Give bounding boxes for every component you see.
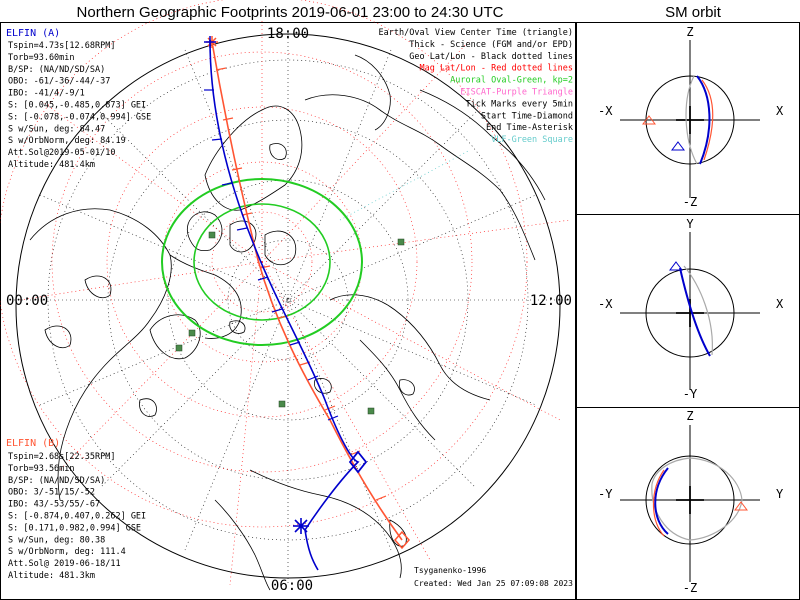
elfin-a-info-line: S w/Sun, deg: 84.47 [8,124,105,134]
orbit-xy-right: X [776,297,784,311]
elfin-a-info-line: OBO: -61/-36/-44/-37 [8,77,110,87]
elfin-a-end-asterisk [293,518,309,534]
elfin-a-title: ELFIN (A) [6,28,60,39]
elfin-b-info-line: S w/Sun, deg: 80.38 [8,535,105,545]
orbit-panel-xy: Y -Y -X X [598,217,784,401]
vlf-square [208,231,216,239]
map-label-bottom: 06:00 [271,578,313,594]
created-label: Created: Wed Jan 25 07:09:08 2023 [414,579,573,588]
orbit-b [653,469,665,537]
orbit-panel-yz: Z -Z -Y Y [598,409,784,595]
elfin-a-info-line: S w/OrbNorm, deg: 84.19 [8,136,126,146]
legend-item: VLF-Green Square [491,135,573,145]
orbit-a [696,75,711,165]
map-label-top: 18:00 [267,26,309,42]
vlf-square [175,344,183,352]
orbit-panel-xz-frame [576,22,800,215]
elfin-b-track [211,41,403,541]
orbit-a [679,267,711,357]
elfin-b-title: ELFIN (B) [6,438,60,449]
geo-longitude-grid [10,30,570,585]
elfin-b-info: ELFIN (B) Tspin=2.68s[22.35RPM] Torb=93.5… [6,438,146,581]
elfin-b-info-line: Altitude: 481.3km [8,571,95,581]
elfin-a-info-line: Altitude: 481.4km [8,160,95,170]
elfin-b-info-line: B/SP: (NA/ND/SD/SA) [8,476,105,486]
elfin-a-start-diamond [348,450,368,474]
elfin-a-info-line: Tspin=4.73s[12.68RPM] [8,41,115,51]
geo-latitude-grid [47,59,529,541]
orbit-xz-top: Z [686,25,693,39]
orbit-b-back [683,265,713,356]
vlf-link [339,149,471,221]
vlf-stations [175,231,405,415]
vlf-square [367,407,375,415]
elfin-a-info-line: Att.Sol@2019-05-01/10 [8,148,115,158]
legend-item: Start Time-Diamond [481,111,573,121]
earth-limb [15,33,561,579]
model-label: Tsyganenko-1996 [414,566,486,575]
orbit-panel-xy-frame [576,214,800,408]
elfin-b-info-line: IBO: 43/-53/55/-67 [8,500,100,510]
orbit-xy-bottom: -Y [683,387,698,401]
elfin-a-info-line: IBO: -41/4/-9/1 [8,89,85,99]
elfin-b-ticks [215,67,387,501]
legend-item: Thick - Science (FGM and/or EPD) [409,40,573,50]
legend-item: EISCAT-Purple Triangle [460,88,573,98]
elfin-b-info-line: S: [0.171,0.982,0.994] GSE [8,523,141,533]
legend-item: Tick Marks every 5min [466,99,573,109]
elfin-b-lines: Tspin=2.68s[22.35RPM] Torb=93.56min B/SP: … [8,452,146,581]
elfin-b-info-line: Torb=93.56min [8,464,75,474]
orbit-panel-xz: Z -Z -X X [598,25,784,209]
elfin-a-info: ELFIN (A) Tspin=4.73s[12.68RPM] Torb=93.6… [6,28,151,170]
map-label-left: 00:00 [6,293,48,309]
vlf-square [278,400,286,408]
orbit-b-back [651,457,743,541]
elfin-a-lines: Tspin=4.73s[12.68RPM] Torb=93.60min B/SP: … [8,41,151,170]
legend-item: End Time-Asterisk [486,123,573,133]
orbit-xz-left: -X [598,104,613,118]
vlf-square [188,329,196,337]
elfin-a-info-line: B/SP: (NA/ND/SD/SA) [8,65,105,75]
elfin-a-info-line: Torb=93.60min [8,53,75,63]
orbit-xz-right: X [776,104,784,118]
auroral-oval [161,178,363,346]
map-label-right: 12:00 [530,293,572,309]
elfin-b-info-line: S: [-0.874,0.407,0.262] GEI [8,512,146,522]
orbit-panel-yz-frame [576,407,800,600]
orbit-yz-left: -Y [598,487,613,501]
orbit-yz-top: Z [686,409,693,423]
orbit-b [701,79,714,161]
orbit-xy-top: Y [686,217,694,231]
elfin-a-info-line: S: [-0.078,-0.074,0.994] GSE [8,112,151,122]
elfin-b-info-line: OBO: 3/-51/15/-52 [8,488,95,498]
elfin-a-info-line: S: [0.045,-0.485,0.873] GEI [8,101,146,111]
orbit-title: SM orbit [665,4,722,21]
orbit-xz-bottom: -Z [683,195,697,209]
elfin-b-info-line: Tspin=2.68s[22.35RPM] [8,452,115,462]
coastlines [29,54,546,591]
orbit-yz-right: Y [776,487,784,501]
elfin-b-start-diamond [394,530,410,550]
legend-item: Auroral Oval-Green, kp=2 [450,76,573,86]
elfin-a-track [209,39,360,571]
elfin-a-asterisk-top [204,36,216,48]
legend: Earth/Oval View Center Time (triangle) Th… [379,28,573,145]
orbit-b-back [685,75,698,165]
legend-item: Geo Lat/Lon - Black dotted lines [409,52,573,62]
polar-map: 18:00 00:00 12:00 06:00 [0,0,572,594]
orbit-xy-left: -X [598,297,613,311]
legend-item: Earth/Oval View Center Time (triangle) [379,28,573,38]
vlf-square [397,238,405,246]
mag-grid [0,0,571,586]
elfin-a-ticks [204,89,339,421]
elfin-b-info-line: Att.Sol@ 2019-06-18/11 [8,559,121,569]
orbit-yz-bottom: -Z [683,581,697,595]
orbit-a [654,467,669,535]
elfin-b-info-line: S w/OrbNorm, deg: 111.4 [8,547,126,557]
legend-item: Mag Lat/Lon - Red dotted lines [419,64,573,74]
main-title: Northern Geographic Footprints 2019-06-0… [77,4,504,21]
